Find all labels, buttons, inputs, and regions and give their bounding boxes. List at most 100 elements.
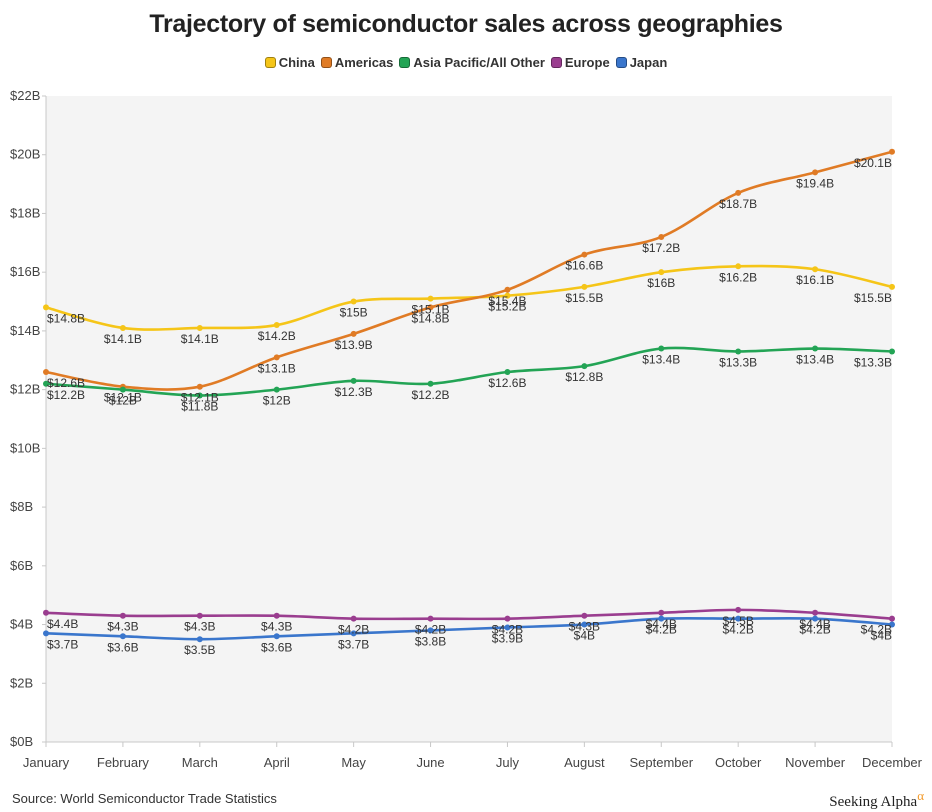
data-point	[735, 348, 742, 355]
data-label: $12.1B	[181, 391, 219, 405]
data-point	[658, 609, 665, 616]
data-point	[504, 624, 511, 631]
data-point	[196, 324, 203, 331]
data-point	[889, 621, 895, 628]
data-point	[350, 630, 357, 637]
data-label: $16.6B	[565, 259, 603, 273]
data-point	[43, 304, 49, 311]
data-point	[350, 377, 357, 384]
data-point	[812, 169, 819, 176]
data-label: $4.2B	[723, 623, 754, 637]
data-label: $4.2B	[338, 623, 369, 637]
y-tick-label: $8B	[10, 499, 33, 514]
brand-name: Seeking Alpha	[829, 794, 918, 810]
data-label: $12.3B	[335, 385, 373, 399]
data-label: $4.3B	[107, 620, 138, 634]
chart-legend: China Americas Asia Pacific/All Other Europ…	[0, 55, 932, 70]
data-point	[43, 369, 49, 376]
data-label: $3.6B	[261, 640, 292, 654]
legend-swatch	[399, 57, 411, 68]
legend-item: Asia Pacific/All Other	[399, 55, 545, 70]
legend-swatch	[550, 57, 562, 68]
x-tick-label: March	[182, 755, 218, 770]
data-label: $4B	[871, 629, 892, 643]
legend-label: China	[278, 55, 315, 70]
data-point	[581, 283, 588, 290]
data-point	[350, 615, 357, 622]
data-label: $14.8B	[47, 311, 85, 325]
data-point	[504, 615, 511, 622]
data-point	[196, 392, 203, 399]
data-label: $16B	[647, 276, 675, 290]
data-point	[273, 386, 280, 393]
y-tick-label: $2B	[10, 675, 33, 690]
data-label: $4.4B	[646, 617, 677, 631]
data-point	[196, 383, 203, 390]
y-tick-label: $22B	[10, 88, 40, 103]
data-point	[581, 363, 588, 370]
data-label: $4.2B	[492, 623, 523, 637]
x-tick-label: November	[785, 755, 846, 770]
data-label: $3.5B	[184, 643, 215, 657]
data-point	[273, 633, 280, 640]
x-tick-label: June	[416, 755, 444, 770]
data-label: $3.6B	[107, 640, 138, 654]
data-label: $4.4B	[799, 617, 830, 631]
data-label: $14.8B	[412, 311, 450, 325]
data-label: $4.3B	[261, 620, 292, 634]
data-label: $20.1B	[854, 156, 892, 170]
x-tick-label: August	[564, 755, 605, 770]
data-label: $4.2B	[799, 623, 830, 637]
data-label: $4.4B	[47, 617, 78, 631]
data-label: $3.8B	[415, 634, 446, 648]
data-point	[735, 615, 742, 622]
data-label: $13.4B	[796, 353, 834, 367]
x-tick-label: September	[629, 755, 693, 770]
legend-swatch	[615, 57, 627, 68]
data-label: $13.4B	[642, 353, 680, 367]
data-point	[581, 612, 588, 619]
data-point	[43, 380, 49, 387]
data-point	[196, 636, 203, 643]
y-tick-label: $12B	[10, 382, 40, 397]
series-line	[44, 346, 894, 397]
data-label: $14.2B	[258, 329, 296, 343]
legend-item: China	[264, 55, 315, 70]
series-line	[44, 264, 894, 331]
data-point	[658, 269, 665, 276]
data-point	[427, 295, 434, 302]
data-point	[427, 615, 434, 622]
series-line	[44, 616, 894, 641]
source-note: Source: World Semiconductor Trade Statis…	[12, 791, 277, 806]
data-label: $13.9B	[335, 338, 373, 352]
data-label: $3.7B	[338, 637, 369, 651]
data-label: $4B	[574, 629, 595, 643]
data-point	[427, 304, 434, 311]
legend-label: Europe	[564, 55, 610, 70]
data-point	[119, 612, 126, 619]
legend-label: Japan	[629, 55, 668, 70]
data-point	[427, 380, 434, 387]
data-label: $12.8B	[565, 370, 603, 384]
data-point	[581, 621, 588, 628]
data-label: $15.2B	[488, 300, 526, 314]
x-tick-label: May	[341, 755, 366, 770]
data-label: $4.2B	[861, 623, 892, 637]
data-point	[812, 609, 819, 616]
data-point	[119, 633, 126, 640]
data-point	[350, 330, 357, 337]
data-label: $12.2B	[47, 388, 85, 402]
x-tick-label: February	[97, 755, 150, 770]
data-label: $3.7B	[47, 637, 78, 651]
data-label: $15.4B	[488, 294, 526, 308]
data-label: $12.6B	[47, 376, 85, 390]
data-point	[735, 606, 742, 613]
data-label: $11.8B	[181, 400, 218, 414]
data-label: $15B	[340, 306, 368, 320]
series-line	[44, 608, 894, 621]
data-label: $19.4B	[796, 176, 834, 190]
data-point	[812, 615, 819, 622]
data-label: $13.1B	[258, 361, 296, 375]
data-point	[889, 283, 895, 290]
data-point	[889, 615, 895, 622]
